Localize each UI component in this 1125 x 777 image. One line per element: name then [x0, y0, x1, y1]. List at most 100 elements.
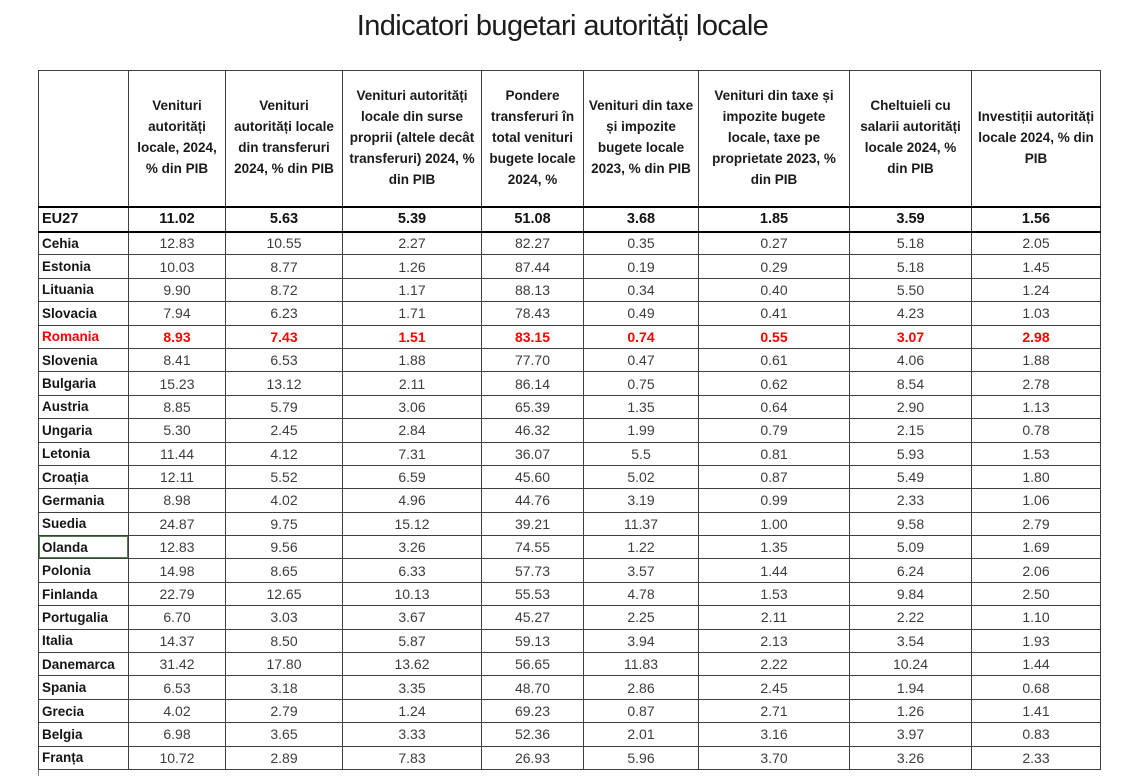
cell: 2.86 [583, 675, 699, 700]
cell: 3.67 [342, 605, 482, 630]
cell: 3.16 [698, 722, 850, 747]
cell: 1.88 [971, 347, 1101, 373]
cell: 1.06 [971, 488, 1101, 513]
cell: 1.45 [971, 254, 1101, 279]
cell: 0.64 [698, 394, 850, 420]
cell: 0.99 [698, 488, 850, 513]
cell: 82.27 [481, 230, 584, 256]
cell: 1.26 [342, 254, 482, 279]
cell: 2.15 [849, 418, 972, 443]
table-row: Letonia 11.44 4.12 7.31 36.07 5.5 0.81 5.93 1.53 [38, 441, 1101, 466]
cell: 9.84 [849, 581, 972, 607]
cell: 0.74 [583, 324, 699, 349]
cell: 0.35 [583, 230, 699, 256]
cell: 87.44 [481, 254, 584, 279]
cell: 0.49 [583, 301, 699, 326]
cell: 6.53 [225, 347, 343, 373]
table-row: Cehia 12.83 10.55 2.27 82.27 0.35 0.27 5.18 2.05 [38, 230, 1101, 256]
cell: 52.36 [481, 722, 584, 747]
cell: 1.71 [342, 301, 482, 326]
cell: 1.24 [971, 277, 1101, 303]
row-label: Polonia [38, 558, 129, 583]
table-row: Grecia 4.02 2.79 1.24 69.23 0.87 2.71 1.26 1.41 [38, 698, 1101, 724]
cell: 2.45 [698, 675, 850, 700]
cell: 8.93 [128, 324, 226, 349]
cell: 0.41 [698, 301, 850, 326]
indicators-table-container: Venituri autorități locale, 2024, % din … [38, 70, 1101, 776]
table-row: Bulgaria 15.23 13.12 2.11 86.14 0.75 0.62 8.54 2… [38, 371, 1101, 396]
cell: 4.78 [583, 581, 699, 607]
cell: 13.12 [225, 371, 343, 396]
column-header: Venituri din taxe și impozite bugete loc… [698, 70, 850, 207]
cell: 6.70 [128, 605, 226, 630]
cell: 9.90 [128, 277, 226, 303]
cell: 0.83 [971, 722, 1101, 747]
cell: 11.37 [583, 511, 699, 537]
cell: 88.13 [481, 277, 584, 303]
cell: 65.39 [481, 394, 584, 420]
cell: 0.68 [971, 675, 1101, 700]
cell: 4.12 [225, 441, 343, 466]
cell: 6.59 [342, 464, 482, 490]
cell: 8.41 [128, 347, 226, 373]
cell: 2.33 [849, 488, 972, 513]
cell: 39.21 [481, 511, 584, 537]
cell: 4.23 [849, 301, 972, 326]
column-header: Venituri autorități locale din transferu… [225, 70, 343, 207]
row-label: Portugalia [38, 605, 129, 630]
row-label: Croația [38, 464, 129, 490]
cell: 11.44 [128, 441, 226, 466]
table-row: Lituania 9.90 8.72 1.17 88.13 0.34 0.40 5.50 1.2… [38, 277, 1101, 303]
cell: 1.85 [698, 205, 850, 233]
cell: 69.23 [481, 698, 584, 724]
page-title: Indicatori bugetari autorități locale [356, 10, 769, 42]
row-label: Austria [38, 394, 129, 420]
cell: 36.07 [481, 441, 584, 466]
cell: 57.73 [481, 558, 584, 583]
cell: 7.83 [342, 745, 482, 770]
cell: 14.37 [128, 628, 226, 654]
cell: 31.42 [128, 652, 226, 677]
row-label: Bulgaria [38, 371, 129, 396]
column-header: Venituri autorități locale din surse pro… [342, 70, 482, 207]
cell: 5.93 [849, 441, 972, 466]
indicators-table: Venituri autorități locale, 2024, % din … [38, 70, 1101, 770]
cell: 5.52 [225, 464, 343, 490]
cell: 1.00 [698, 511, 850, 537]
cell: 3.26 [849, 745, 972, 770]
table-row: Finlanda 22.79 12.65 10.13 55.53 4.78 1.53 9.84… [38, 581, 1101, 607]
cell: 8.54 [849, 371, 972, 396]
row-label: Suedia [38, 511, 129, 537]
cell: 7.31 [342, 441, 482, 466]
cell: 2.01 [583, 722, 699, 747]
cell: 0.55 [698, 324, 850, 349]
cell: 2.11 [342, 371, 482, 396]
cell: 48.70 [481, 675, 584, 700]
row-label: Belgia [38, 722, 129, 747]
row-label: Grecia [38, 698, 129, 724]
cell: 2.25 [583, 605, 699, 630]
cell: 9.75 [225, 511, 343, 537]
cell: 0.87 [698, 464, 850, 490]
cell: 8.65 [225, 558, 343, 583]
cell: 3.57 [583, 558, 699, 583]
cell: 0.79 [698, 418, 850, 443]
cell: 11.83 [583, 652, 699, 677]
cell: 44.76 [481, 488, 584, 513]
cell: 8.77 [225, 254, 343, 279]
cell: 3.70 [698, 745, 850, 770]
cell: 10.13 [342, 581, 482, 607]
cell: 1.22 [583, 535, 699, 560]
cell: 26.93 [481, 745, 584, 770]
cell: 8.50 [225, 628, 343, 654]
cell: 5.87 [342, 628, 482, 654]
cell: 51.08 [481, 205, 584, 233]
cell: 9.58 [849, 511, 972, 537]
cell: 6.53 [128, 675, 226, 700]
cell: 3.97 [849, 722, 972, 747]
cell: 8.85 [128, 394, 226, 420]
table-row: Portugalia 6.70 3.03 3.67 45.27 2.25 2.11 2.22 1… [38, 605, 1101, 630]
cell: 3.19 [583, 488, 699, 513]
cell: 0.81 [698, 441, 850, 466]
cell: 2.22 [698, 652, 850, 677]
